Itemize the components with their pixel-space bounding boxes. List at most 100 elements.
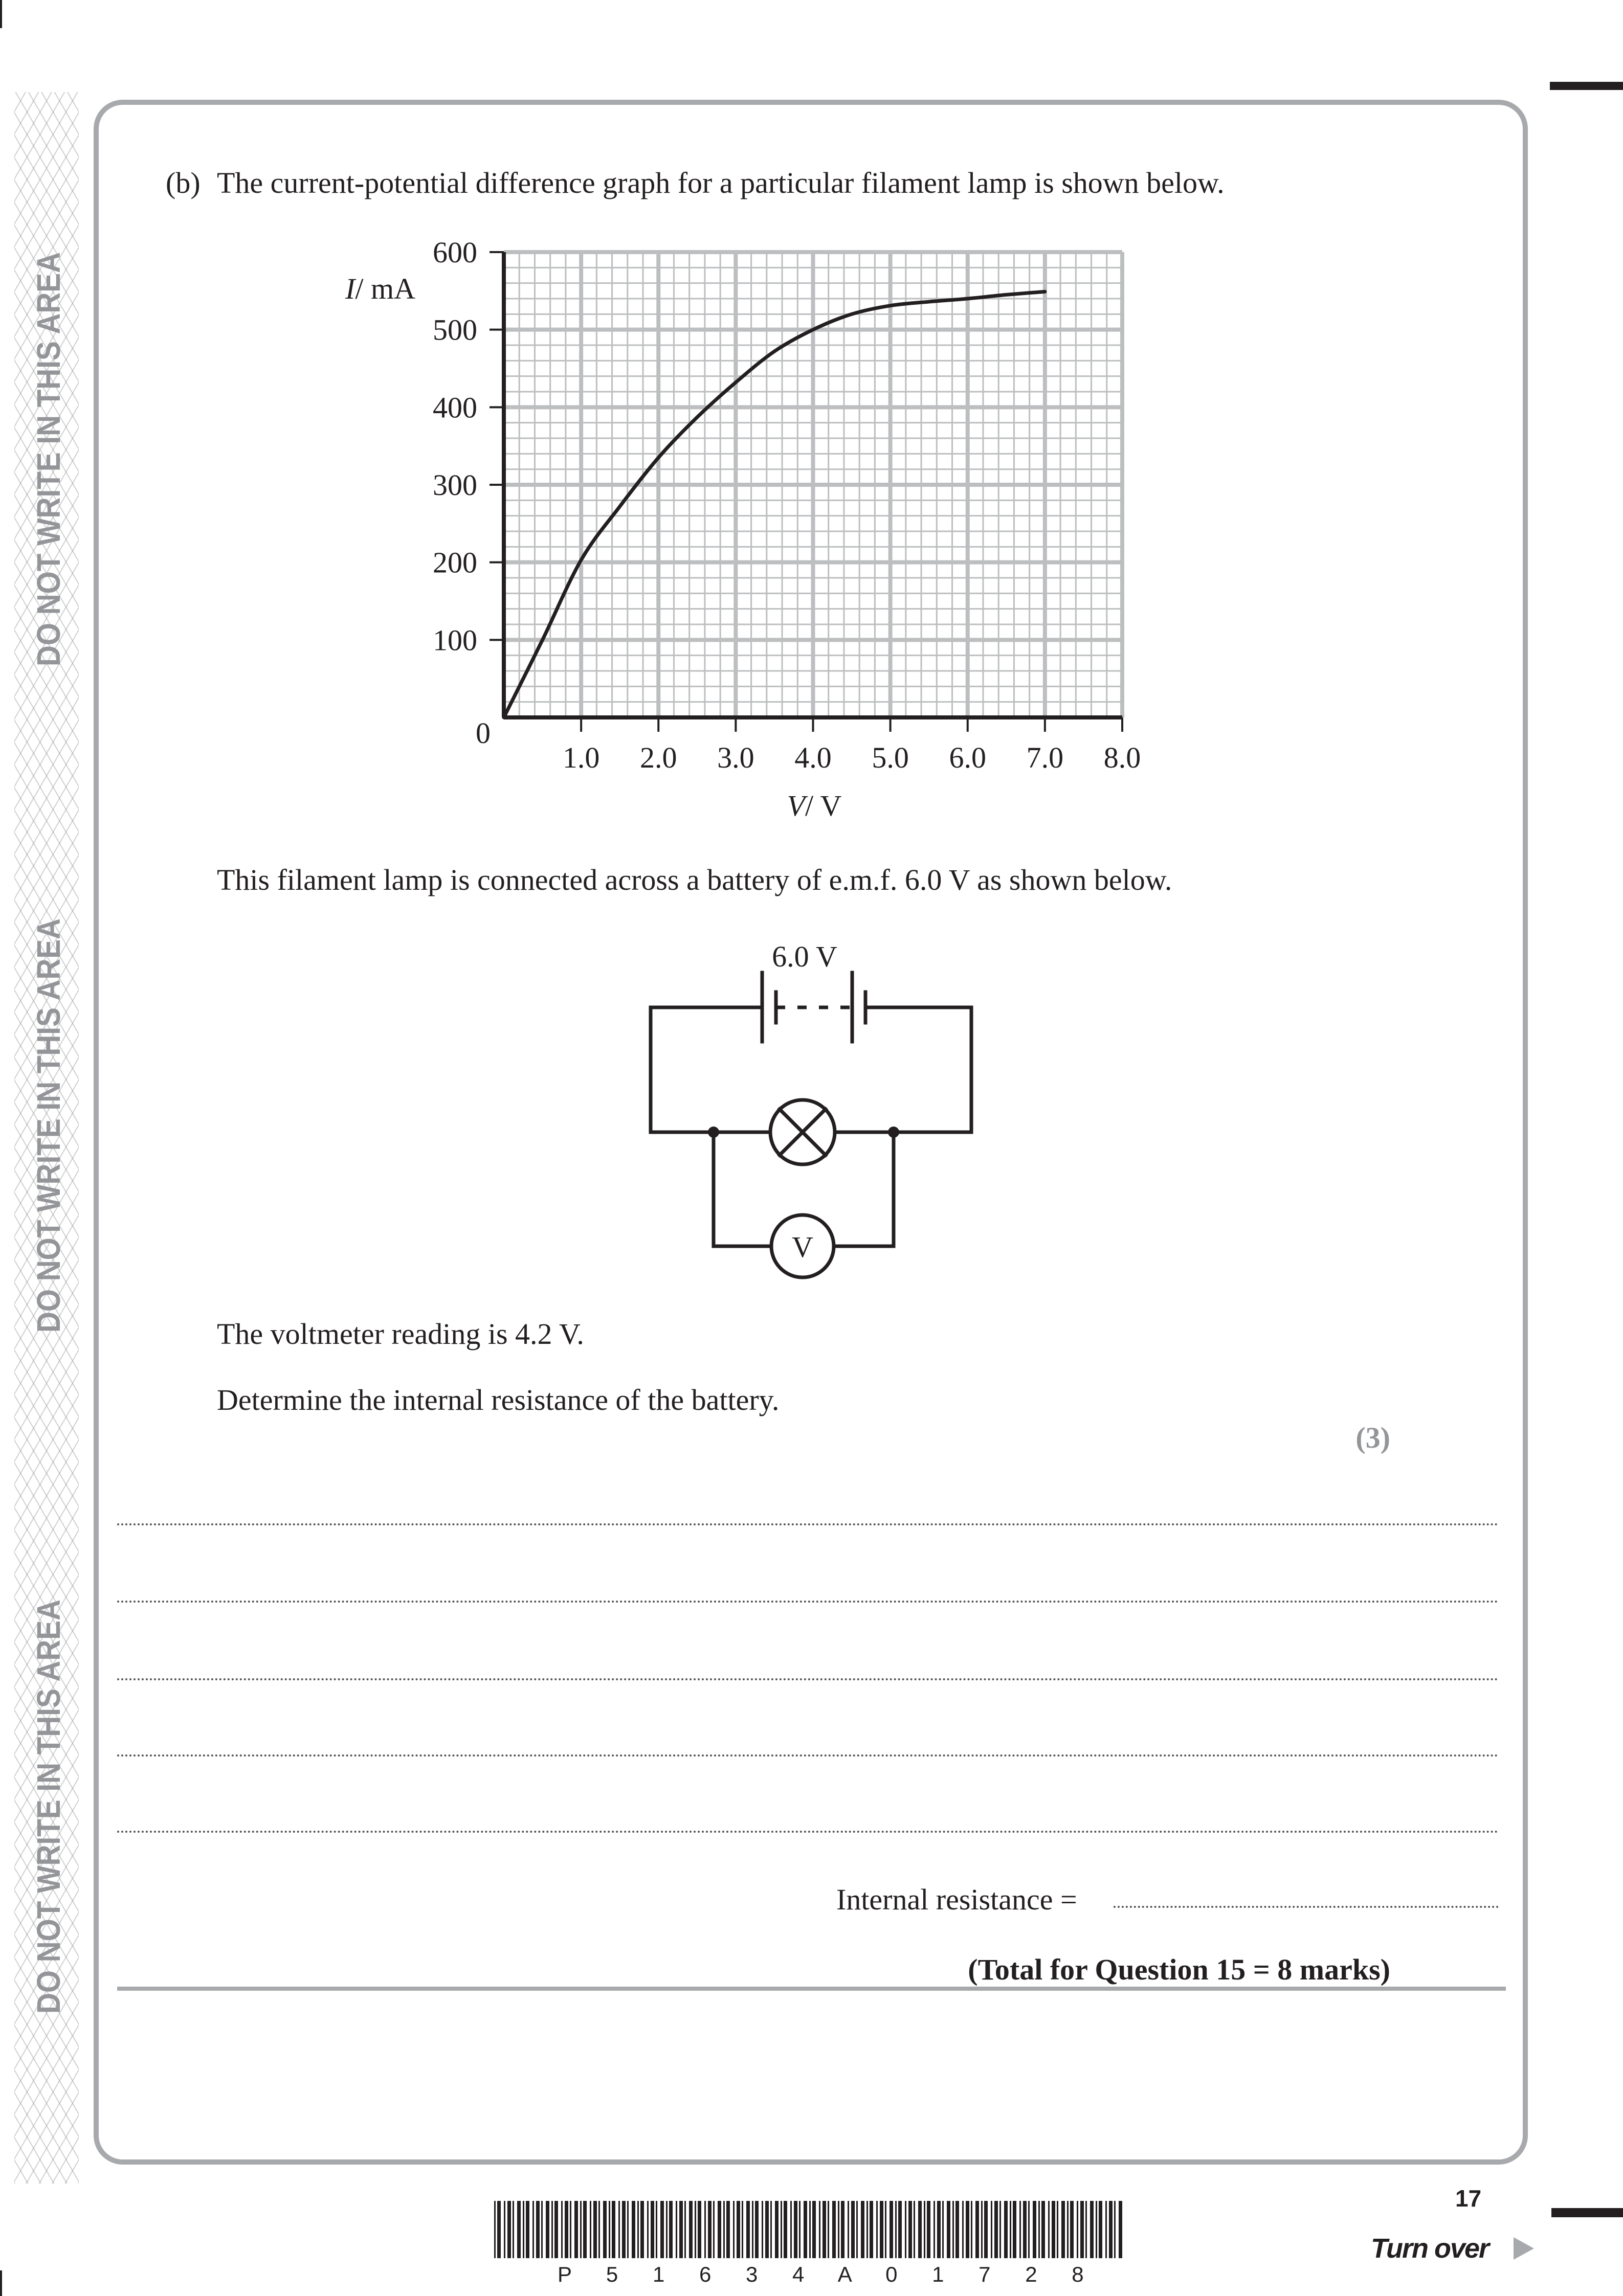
marks: (3) xyxy=(1355,1421,1390,1454)
barcode-bar xyxy=(695,2201,696,2258)
filament-lamp-icon xyxy=(768,1098,837,1166)
barcode-bar xyxy=(1013,2201,1016,2258)
question-end-rule xyxy=(117,1987,1506,1991)
barcode-bar xyxy=(876,2201,878,2258)
battery-symbol xyxy=(649,971,973,1044)
barcode-bar xyxy=(1105,2201,1107,2258)
y-axis-unit: / mA xyxy=(355,272,415,305)
barcode-bar xyxy=(1057,2201,1058,2258)
barcode-bar xyxy=(1085,2201,1087,2258)
barcode-bar xyxy=(632,2201,635,2258)
barcode-bar xyxy=(1114,2201,1116,2258)
part-label: (b) xyxy=(166,166,201,199)
junction-dot xyxy=(708,1127,719,1138)
barcode-bar xyxy=(1061,2201,1065,2258)
barcode-bar xyxy=(536,2201,540,2258)
barcode-bar xyxy=(804,2201,807,2258)
junction-dot xyxy=(888,1127,899,1138)
iv-graph: 1.0 2.0 3.0 4.0 5.0 6.0 7.0 8.0 100 200 300 400 500 6… xyxy=(345,236,1141,822)
barcode-bar xyxy=(822,2201,826,2258)
barcode-bar xyxy=(546,2201,549,2258)
barcode-bar xyxy=(755,2201,759,2258)
barcode-bar xyxy=(723,2201,725,2258)
answer-line[interactable] xyxy=(117,1754,1499,1757)
barcode-bar xyxy=(583,2201,587,2258)
barcode-bar xyxy=(666,2201,668,2258)
barcode-bar xyxy=(733,2201,735,2258)
x-axis-title: V/ V xyxy=(787,789,842,822)
answer-frame xyxy=(94,100,1528,2165)
barcode-bar xyxy=(1119,2201,1122,2258)
barcode-bar xyxy=(984,2201,988,2258)
page-number: 17 xyxy=(1455,2185,1482,2212)
barcode-bar xyxy=(561,2201,563,2258)
barcode-bar xyxy=(618,2201,620,2258)
barcode-bar xyxy=(890,2201,893,2258)
barcode-bar xyxy=(532,2201,534,2258)
barcode-bar xyxy=(1077,2201,1078,2258)
barcode-bar xyxy=(1070,2201,1074,2258)
barcode-bar xyxy=(698,2201,701,2258)
barcode-bar xyxy=(770,2201,772,2258)
barcode-bar xyxy=(523,2201,524,2258)
barcode-bar xyxy=(1010,2201,1011,2258)
barcode-bar xyxy=(866,2201,868,2258)
barcode-bar xyxy=(994,2201,998,2258)
barcode-bar xyxy=(880,2201,883,2258)
barcode-bar xyxy=(762,2201,763,2258)
barcode-bar xyxy=(908,2201,912,2258)
barcode-bar xyxy=(570,2201,571,2258)
y-tick-label: 100 xyxy=(433,623,477,657)
x-tick-label: 5.0 xyxy=(872,741,909,774)
barcode-bar xyxy=(647,2201,649,2258)
barcode-bar xyxy=(838,2201,839,2258)
voltmeter-reading: The voltmeter reading is 4.2 V. xyxy=(217,1317,584,1350)
battery-label: 6.0 V xyxy=(772,940,837,973)
barcode-bar xyxy=(861,2201,864,2258)
barcode-bar xyxy=(494,2201,496,2258)
barcode-bar xyxy=(689,2201,693,2258)
barcode-bar xyxy=(828,2201,829,2258)
barcode-bar xyxy=(975,2201,979,2258)
barcode-bar xyxy=(799,2201,801,2258)
barcode-bar xyxy=(971,2201,972,2258)
x-axis-unit: / V xyxy=(805,789,842,822)
barcode-bar xyxy=(841,2201,844,2258)
barcode-bar xyxy=(1004,2201,1008,2258)
y-axis-title: I/ mA xyxy=(345,272,415,305)
x-tick-label: 8.0 xyxy=(1104,741,1141,774)
barcode-bar xyxy=(517,2201,521,2258)
voltmeter-icon: V xyxy=(769,1213,836,1279)
barcode-bar xyxy=(848,2201,849,2258)
result-answer-line[interactable] xyxy=(1114,1906,1499,1908)
answer-line[interactable] xyxy=(117,1678,1499,1680)
barcode-bar xyxy=(746,2201,750,2258)
barcode-bar xyxy=(1109,2201,1113,2258)
margin-warning-3: DO NOT WRITE IN THIS AREA xyxy=(30,1600,67,2014)
barcode-bar xyxy=(856,2201,858,2258)
answer-line[interactable] xyxy=(117,1831,1499,1833)
barcode-bar xyxy=(952,2201,954,2258)
x-axis-variable: V xyxy=(787,789,809,822)
barcode-bar xyxy=(918,2201,922,2258)
answer-line[interactable] xyxy=(117,1523,1499,1525)
origin-label: 0 xyxy=(476,716,491,750)
barcode-bar xyxy=(812,2201,816,2258)
barcode-bar xyxy=(1090,2201,1094,2258)
barcode-bar xyxy=(752,2201,753,2258)
margin-warning-1: DO NOT WRITE IN THIS AREA xyxy=(30,252,67,666)
turn-over: Turn over xyxy=(1371,2233,1489,2264)
barcode-bar xyxy=(651,2201,654,2258)
margin-hatch xyxy=(14,92,79,2184)
barcode-bar xyxy=(603,2201,607,2258)
x-tick-label: 7.0 xyxy=(1027,741,1064,774)
barcode-bar xyxy=(737,2201,740,2258)
answer-line[interactable] xyxy=(117,1601,1499,1603)
barcode-bar xyxy=(627,2201,629,2258)
barcode-bar xyxy=(819,2201,820,2258)
result-label: Internal resistance = xyxy=(836,1883,1077,1916)
barcode-bar xyxy=(1041,2201,1045,2258)
circuit-diagram: 6.0 V V xyxy=(649,940,973,1279)
y-tick-label: 600 xyxy=(433,236,477,269)
barcode-bar xyxy=(1067,2201,1069,2258)
